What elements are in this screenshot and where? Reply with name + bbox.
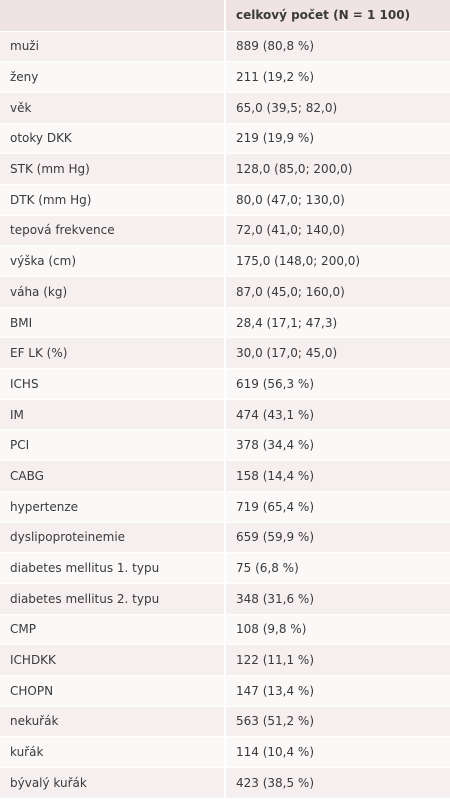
row-label: výška (cm) [0, 245, 225, 277]
row-value: 128,0 (85,0; 200,0) [224, 153, 450, 185]
row-value: 28,4 (17,1; 47,3) [224, 306, 450, 338]
table-row: EF LK (%) 30,0 (17,0; 45,0) [0, 337, 450, 369]
row-value: 719 (65,4 %) [224, 490, 450, 522]
row-label: věk [0, 91, 225, 124]
row-label: kuřák [0, 736, 225, 768]
row-value: 114 (10,4 %) [224, 736, 450, 768]
table-row: tepová frekvence 72,0 (41,0; 140,0) [0, 214, 450, 246]
row-value: 219 (19,9 %) [224, 122, 450, 154]
row-value: 619 (56,3 %) [224, 368, 450, 400]
table-row: diabetes mellitus 2. typu 348 (31,6 %) [0, 582, 450, 615]
row-label: bývalý kuřák [0, 767, 225, 799]
row-value: 65,0 (39,5; 82,0) [224, 91, 450, 124]
table-row: ICHS 619 (56,3 %) [0, 368, 450, 400]
row-value: 108 (9,8 %) [224, 613, 450, 645]
row-label: muži [0, 30, 225, 62]
table-row: muži 889 (80,8 %) [0, 30, 450, 62]
row-value: 889 (80,8 %) [224, 30, 450, 62]
row-label: CABG [0, 460, 225, 492]
row-value: 563 (51,2 %) [224, 705, 450, 737]
row-value: 75 (6,8 %) [224, 552, 450, 584]
row-value: 659 (59,9 %) [224, 521, 450, 553]
row-value: 122 (11,1 %) [224, 644, 450, 676]
row-value: 474 (43,1 %) [224, 398, 450, 430]
row-label: diabetes mellitus 1. typu [0, 552, 225, 584]
row-label: EF LK (%) [0, 337, 225, 369]
row-value: 72,0 (41,0; 140,0) [224, 214, 450, 246]
table-row: BMI 28,4 (17,1; 47,3) [0, 306, 450, 338]
row-label: váha (kg) [0, 276, 225, 308]
row-value: 147 (13,4 %) [224, 674, 450, 707]
row-value: 423 (38,5 %) [224, 767, 450, 799]
row-value: 158 (14,4 %) [224, 460, 450, 492]
row-label: ICHDKK [0, 644, 225, 676]
row-label: IM [0, 398, 225, 430]
table-row: STK (mm Hg) 128,0 (85,0; 200,0) [0, 153, 450, 185]
row-label: STK (mm Hg) [0, 153, 225, 185]
table-row: CMP 108 (9,8 %) [0, 613, 450, 645]
table-row: diabetes mellitus 1. typu 75 (6,8 %) [0, 552, 450, 584]
table-row: PCI 378 (34,4 %) [0, 429, 450, 461]
row-label: diabetes mellitus 2. typu [0, 582, 225, 615]
header-cell: celkový počet (N = 1 100) [224, 0, 450, 31]
table-row: bývalý kuřák 423 (38,5 %) [0, 767, 450, 799]
row-value: 211 (19,2 %) [224, 61, 450, 93]
table-row: hypertenze 719 (65,4 %) [0, 490, 450, 522]
row-label: DTK (mm Hg) [0, 183, 225, 216]
row-label: CHOPN [0, 674, 225, 707]
row-label: otoky DKK [0, 122, 225, 154]
row-value: 30,0 (17,0; 45,0) [224, 337, 450, 369]
row-value: 80,0 (47,0; 130,0) [224, 183, 450, 216]
table-row: nekuřák 563 (51,2 %) [0, 705, 450, 737]
table-row: CHOPN 147 (13,4 %) [0, 674, 450, 707]
table-row: kuřák 114 (10,4 %) [0, 736, 450, 768]
row-value: 175,0 (148,0; 200,0) [224, 245, 450, 277]
row-label: nekuřák [0, 705, 225, 737]
table-body: muži 889 (80,8 %) ženy 211 (19,2 %) věk 65,0 … [0, 30, 450, 799]
table-row: věk 65,0 (39,5; 82,0) [0, 91, 450, 124]
row-value: 378 (34,4 %) [224, 429, 450, 461]
table-row: IM 474 (43,1 %) [0, 398, 450, 430]
table-row: ženy 211 (19,2 %) [0, 61, 450, 93]
table-row: DTK (mm Hg) 80,0 (47,0; 130,0) [0, 183, 450, 216]
row-label: dyslipoproteinemie [0, 521, 225, 553]
row-label: ICHS [0, 368, 225, 400]
header-blank [0, 0, 225, 31]
row-label: hypertenze [0, 490, 225, 522]
table-row: váha (kg) 87,0 (45,0; 160,0) [0, 276, 450, 308]
table-row: dyslipoproteinemie 659 (59,9 %) [0, 521, 450, 553]
table-head: celkový počet (N = 1 100) [0, 0, 450, 31]
row-label: ženy [0, 61, 225, 93]
row-value: 348 (31,6 %) [224, 582, 450, 615]
table-row: výška (cm) 175,0 (148,0; 200,0) [0, 245, 450, 277]
header-row: celkový počet (N = 1 100) [0, 0, 450, 31]
row-label: PCI [0, 429, 225, 461]
row-label: BMI [0, 306, 225, 338]
row-label: CMP [0, 613, 225, 645]
table-row: ICHDKK 122 (11,1 %) [0, 644, 450, 676]
row-label: tepová frekvence [0, 214, 225, 246]
row-value: 87,0 (45,0; 160,0) [224, 276, 450, 308]
table-row: otoky DKK 219 (19,9 %) [0, 122, 450, 154]
table-row: CABG 158 (14,4 %) [0, 460, 450, 492]
